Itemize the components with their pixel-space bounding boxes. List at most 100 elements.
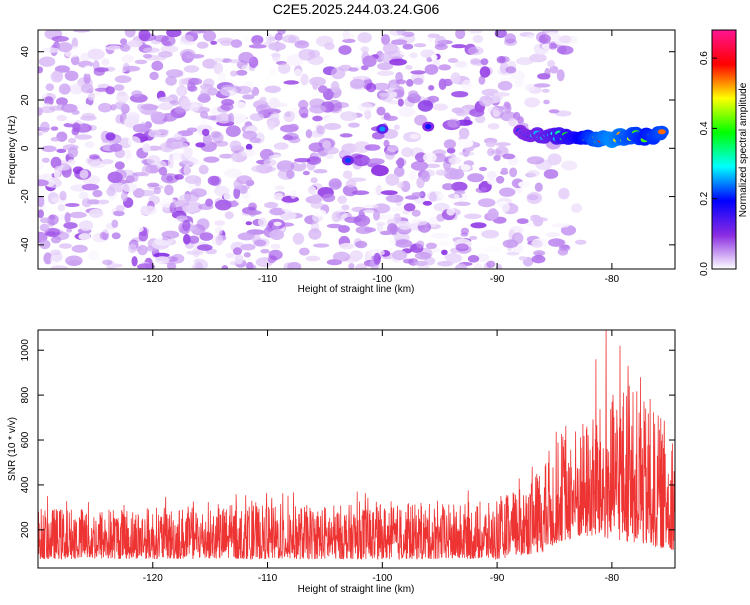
y-tick-label: 600 — [20, 431, 31, 448]
spectrogram-cell — [197, 93, 211, 104]
spectrogram-cell — [505, 66, 517, 74]
spectrogram-cell — [382, 214, 395, 219]
spectrogram-cell — [532, 216, 544, 227]
spectrogram-cell — [122, 65, 141, 72]
spectrogram-cell — [469, 108, 485, 117]
spectrogram-cell — [234, 254, 244, 265]
spectrogram-y-axis: -40 -20 0 20 40 — [20, 46, 675, 252]
figure-title: C2E5.2025.244.03.24.G06 — [273, 1, 440, 17]
spectrogram-cell — [113, 210, 125, 217]
spectrogram-cell — [245, 143, 253, 151]
spectrogram-cell — [353, 141, 371, 153]
spectrogram-cell — [230, 70, 238, 77]
spectrogram-cell — [124, 149, 132, 160]
spectrogram-cell — [410, 58, 425, 64]
spectrogram-cell — [348, 263, 355, 269]
spectrogram-cell — [174, 174, 184, 180]
spectrogram-cell — [324, 154, 334, 159]
spectrogram-cell — [219, 153, 234, 159]
spectrogram-cell — [67, 120, 85, 125]
x-tick-label: -110 — [258, 274, 278, 285]
spectrogram-cell — [547, 60, 555, 68]
spectrogram-cell — [246, 210, 262, 216]
spectrogram-cell — [271, 112, 280, 121]
spectrogram-cell — [390, 206, 404, 212]
spectrogram-cell — [371, 165, 389, 177]
spectrogram-cell — [470, 58, 481, 65]
spectrogram-cell — [64, 212, 71, 224]
spectrogram-cell — [202, 133, 212, 145]
spectrogram-cell — [269, 67, 277, 77]
spectrogram-cell — [190, 188, 207, 198]
spectrogram-cell — [186, 127, 198, 133]
spectrogram-cell — [479, 66, 491, 78]
spectrogram-cell — [408, 90, 419, 98]
spectrogram-cell — [529, 53, 547, 63]
spectrogram-frame — [37, 29, 676, 270]
y-tick-label: -40 — [20, 237, 31, 252]
spectrogram-cell — [316, 125, 326, 135]
spectrogram-cell — [270, 243, 281, 250]
spectrogram-cell — [210, 40, 218, 45]
spectrogram-cell — [349, 250, 364, 261]
spectrogram-cell — [160, 35, 176, 47]
spectrogram-cell — [421, 170, 431, 182]
spectrogram-cell — [38, 89, 48, 99]
spectrogram-cell — [364, 144, 381, 151]
spectrogram-cell — [313, 169, 328, 174]
spectrogram-cell — [389, 58, 407, 66]
spectrogram-cell — [230, 39, 243, 48]
spectrogram-cell — [446, 208, 456, 216]
spectrogram-cell — [355, 226, 373, 235]
spectrogram-cell — [483, 246, 501, 252]
spectrogram-cell — [360, 46, 370, 53]
spectrogram-cell — [143, 47, 160, 53]
spectrogram-cell — [396, 181, 404, 189]
spectrogram-cell — [543, 99, 550, 105]
spectrogram-cell — [524, 97, 540, 108]
spectrogram-cell — [83, 72, 91, 85]
spectrogram-cell — [446, 147, 456, 154]
spectrogram-cell — [458, 151, 475, 156]
spectrogram-cell — [56, 148, 67, 153]
spectrogram-cell — [312, 115, 323, 122]
spectrogram-cell — [55, 165, 70, 171]
spectrogram-cell — [391, 39, 408, 45]
spectrogram-cell — [251, 165, 267, 173]
spectrogram-cell — [166, 30, 182, 38]
spectrogram-cell — [410, 161, 429, 171]
spectrogram-cell — [50, 265, 68, 269]
spectrogram-cell — [393, 124, 400, 131]
spectrogram-cell — [394, 166, 405, 178]
spectrogram-cell — [551, 223, 570, 228]
spectrogram-cell — [153, 186, 161, 195]
spectrogram-cell — [39, 239, 51, 250]
x-tick-label: -90 — [490, 274, 505, 285]
spectrogram-cell — [441, 249, 448, 256]
spectrogram-cell — [528, 122, 544, 128]
spectrogram-cell — [479, 166, 487, 172]
x-tick-label: -110 — [258, 573, 278, 584]
spectrogram-cell — [467, 254, 480, 263]
spectrogram-cell — [443, 139, 456, 150]
spectrogram-cell — [138, 189, 156, 197]
spectrogram-cell — [344, 216, 362, 223]
ridge-core — [657, 129, 666, 135]
spectrogram-cell — [533, 83, 551, 88]
spectrogram-cell — [530, 239, 543, 248]
spectrogram-cell — [556, 69, 565, 82]
spectrogram-cell — [330, 81, 340, 93]
spectrogram-cell — [71, 109, 80, 115]
spectrogram-cell — [414, 43, 427, 48]
spectrogram-cell — [172, 150, 182, 162]
spectrogram-cell — [165, 143, 182, 149]
spectrogram-cell — [140, 104, 159, 111]
spectrogram-cell — [98, 102, 113, 113]
spectrogram-cell — [348, 122, 360, 128]
spectrogram-cell — [51, 35, 69, 42]
spectrogram-cell — [380, 230, 393, 236]
spectrogram-cell — [153, 252, 170, 258]
spectrogram-cell — [87, 92, 95, 101]
spectrogram-cell — [190, 102, 200, 112]
spectrogram-cell — [233, 247, 242, 256]
